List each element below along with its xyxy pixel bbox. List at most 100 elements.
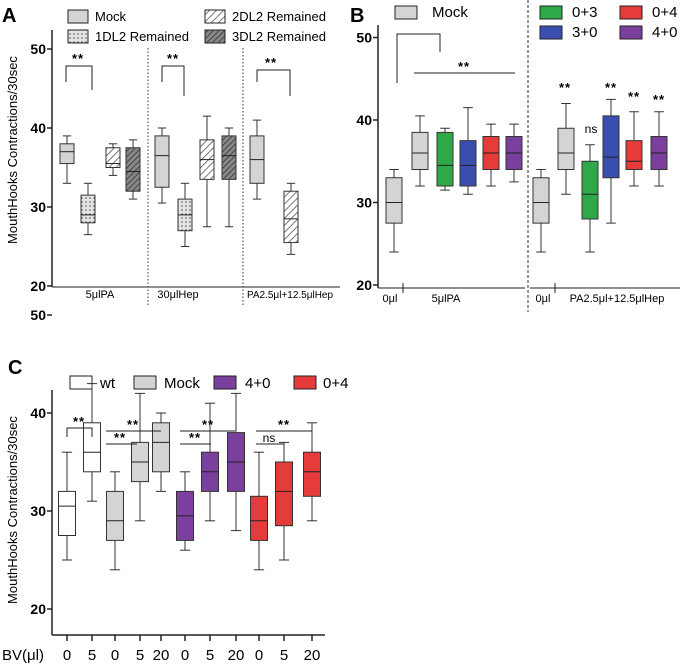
- legend-1dl2-label: 1DL2 Remained: [95, 29, 189, 44]
- panel-b-boxes: [385, 98, 668, 253]
- box-body: [602, 115, 620, 179]
- box-body: [532, 177, 550, 224]
- sig-label-b5: **: [628, 89, 640, 104]
- legend-c-40-label: 4+0: [245, 375, 270, 392]
- legend-b-mock-swatch: [394, 5, 418, 20]
- y-tick-label: 20: [30, 601, 46, 617]
- box-body: [221, 135, 237, 180]
- sig-bracket-b1: [396, 33, 441, 83]
- sig-bracket-c1: [66, 427, 93, 437]
- panel-b-axis: 20 30 40 50: [356, 25, 680, 293]
- box-body: [80, 194, 96, 224]
- box-body: [385, 177, 403, 224]
- panel-b-group-label-1: 0μl: [383, 293, 398, 305]
- legend-c-04-swatch: [293, 375, 317, 390]
- panel-c-xticks: 0 5 0 5 20 0 5 20 0 5 20: [63, 635, 321, 664]
- box-body: [283, 190, 299, 244]
- panel-c-legend: wt Mock 4+0 0+4: [69, 375, 348, 392]
- panel-b-letter: B: [350, 5, 364, 27]
- panel-b-legend: Mock 0+3 0+4 3+0 4+0: [394, 4, 677, 41]
- box-body: [275, 461, 293, 527]
- y-tick-label: 40: [30, 120, 46, 136]
- sig-label-c6: ns: [263, 431, 276, 445]
- box-body: [250, 495, 268, 541]
- panel-c-axis: 20 30 40 50: [30, 307, 325, 636]
- panel-c-xlabel: BV(μl): [2, 647, 44, 664]
- x-tick-label: 5: [88, 647, 96, 664]
- legend-c-wt-swatch: [69, 375, 93, 390]
- panel-b-significance: ** ** ns ** ** **: [396, 33, 665, 136]
- sig-bracket-a1: [65, 65, 93, 90]
- sig-label-c5: **: [189, 430, 201, 445]
- box-body: [411, 131, 429, 170]
- sig-label-b1: **: [458, 59, 470, 74]
- legend-b-40-swatch: [619, 25, 643, 40]
- x-tick-label: 5: [206, 647, 214, 664]
- panel-a-group-label-3: PA2.5μl+12.5μlHep: [247, 290, 334, 301]
- box-body: [436, 131, 454, 187]
- legend-c-04-label: 0+4: [323, 375, 348, 392]
- sig-label-b4: **: [605, 80, 617, 95]
- y-tick-label: 50: [356, 30, 372, 46]
- x-tick-label: 0: [111, 647, 119, 664]
- box-body: [154, 135, 170, 188]
- legend-b-04-swatch: [619, 5, 643, 20]
- y-tick-label: 30: [30, 199, 46, 215]
- panel-a-legend: Mock 1DL2 Remained 2DL2 Remained 3DL2 Re…: [67, 9, 326, 44]
- box-body: [58, 490, 76, 536]
- sig-bracket-a2: [161, 65, 185, 96]
- x-tick-label: 0: [255, 647, 263, 664]
- x-tick-label: 20: [153, 647, 170, 664]
- legend-2dl2-swatch: [204, 9, 226, 24]
- legend-b-40-label: 4+0: [652, 24, 677, 41]
- sig-label-a1: **: [72, 51, 84, 66]
- legend-3dl2-swatch: [204, 29, 226, 44]
- panel-b-group-label-2: 5μlPA: [432, 293, 461, 305]
- panel-a-group-label-1: 5μlPA: [86, 289, 115, 301]
- sig-label-c7: **: [278, 417, 290, 432]
- legend-c-mock-swatch: [133, 375, 157, 390]
- box-body: [106, 490, 124, 541]
- legend-c-wt-label: wt: [99, 375, 116, 392]
- panel-a-axis: 20 30 40 50: [30, 30, 340, 294]
- y-tick-label: 30: [30, 503, 46, 519]
- sig-label-c2: **: [127, 417, 139, 432]
- box-body: [557, 127, 575, 170]
- sig-label-c1: **: [73, 414, 85, 429]
- panel-b-group-label-3: 0μl: [536, 293, 551, 305]
- box-body: [459, 140, 477, 187]
- x-tick-label: 0: [181, 647, 189, 664]
- panel-a-ylabel: MouthHooks Contractions/30sec: [5, 56, 20, 244]
- panel-b: B Mock 0+3 0+4 3+0 4+0 20 30 40 50 0μl 5μlP…: [350, 0, 680, 312]
- panel-c-boxes: [58, 383, 321, 571]
- box-body: [125, 147, 141, 192]
- x-tick-label: 20: [304, 647, 321, 664]
- box-body: [625, 140, 643, 170]
- sig-label-b6: **: [653, 92, 665, 107]
- sig-label-a2: **: [167, 51, 179, 66]
- sig-label-c4: **: [202, 417, 214, 432]
- panel-c: C MouthHooks Contractions/30sec wt Mock …: [2, 307, 348, 664]
- box-body: [59, 143, 75, 165]
- panel-a-group-labels: 5μlPA 30μlHep PA2.5μl+12.5μlHep: [86, 289, 334, 301]
- legend-mock-swatch: [67, 9, 89, 24]
- panel-b-group-label-4: PA2.5μl+12.5μlHep: [570, 293, 665, 305]
- panel-b-group-labels: 0μl 5μlPA 0μl PA2.5μl+12.5μlHep: [383, 293, 665, 305]
- sig-label-c3: **: [114, 430, 126, 445]
- y-tick-label: 50: [30, 41, 46, 57]
- x-tick-label: 5: [136, 647, 144, 664]
- panel-c-significance: ** ** ** ** ** ns **: [66, 414, 312, 445]
- legend-1dl2-swatch: [67, 29, 89, 44]
- legend-b-30-label: 3+0: [572, 24, 597, 41]
- panel-a-letter: A: [2, 5, 16, 27]
- legend-b-04-label: 0+4: [652, 4, 677, 21]
- y-tick-label: 20: [30, 278, 46, 294]
- y-tick-label: 40: [30, 405, 46, 421]
- panel-a-significance: ** ** **: [65, 51, 291, 96]
- legend-mock-label: Mock: [95, 9, 127, 24]
- box-body: [581, 160, 599, 220]
- panel-a-group-label-2: 30μlHep: [157, 289, 198, 301]
- legend-b-30-swatch: [539, 25, 563, 40]
- y-tick-label: 50: [30, 307, 46, 323]
